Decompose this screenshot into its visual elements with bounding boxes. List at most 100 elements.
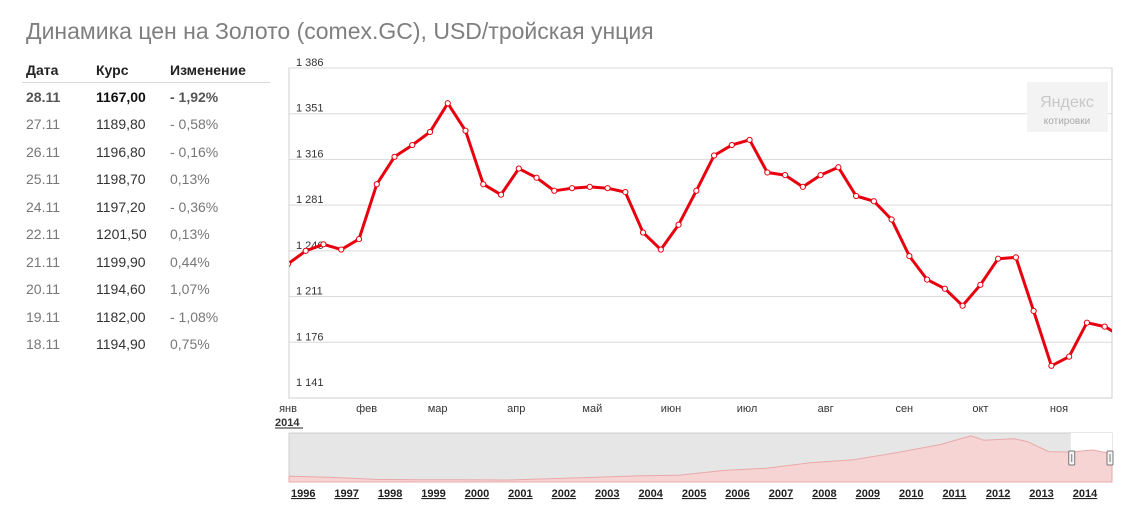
logo-name: Яндекс (1040, 94, 1094, 111)
navigator-year-label[interactable]: 2000 (465, 488, 489, 500)
data-point (835, 164, 842, 171)
data-point (764, 169, 771, 176)
x-tick-label: апр (507, 403, 525, 415)
data-point (906, 252, 913, 260)
navigator-year-label[interactable]: 2005 (682, 488, 706, 500)
y-axis-ticks: 1 141 1 176 1 211 1 246 1 281 1 316 1 351 1 386 (296, 57, 324, 389)
data-point (959, 302, 966, 309)
row-rate: 1189,80 (96, 116, 146, 133)
navigator-year-label[interactable]: 2002 (552, 488, 576, 500)
row-rate: 1167,00 (96, 88, 146, 105)
data-point (639, 229, 647, 236)
x-tick-label: фев (356, 403, 377, 415)
navigator-year-label[interactable]: 2008 (812, 488, 836, 500)
data-point (977, 281, 984, 288)
navigator-year-label[interactable]: 2014 (1073, 488, 1098, 500)
navigator-year-label[interactable]: 1999 (421, 488, 445, 500)
table-row: 28.11 1167,00 - 1,92% (22, 83, 270, 111)
x-tick-label: май (582, 403, 602, 415)
data-point (444, 100, 451, 107)
navigator-year-label[interactable]: 2001 (508, 488, 532, 500)
navigator-year-label[interactable]: 1997 (334, 488, 358, 500)
navigator-year-label[interactable]: 2011 (942, 488, 966, 500)
data-point (781, 172, 789, 179)
navigator-year-label[interactable]: 2006 (725, 488, 749, 500)
data-point (586, 183, 593, 190)
data-point (728, 141, 735, 149)
data-point (426, 128, 434, 136)
data-point (302, 247, 309, 254)
data-point (1048, 362, 1055, 369)
navigator-year-label[interactable]: 1996 (291, 488, 315, 500)
navigator-year-label[interactable]: 2004 (638, 488, 663, 500)
row-change: - 0,58% (170, 116, 219, 133)
row-date: 28.11 (26, 88, 61, 105)
data-point (1120, 334, 1125, 339)
data-point (817, 172, 824, 179)
header-rate: Курс (96, 58, 170, 83)
row-date: 18.11 (26, 336, 60, 353)
data-point (888, 216, 895, 223)
x-year-label: 2014 (275, 417, 300, 429)
plot-area (288, 67, 1113, 399)
yandex-logo: Яндекс котировки (1027, 82, 1108, 132)
data-point (675, 221, 682, 228)
navigator[interactable] (288, 432, 1114, 483)
logo-sub: котировки (1044, 116, 1090, 127)
table-row: 19.11 1182,00 - 1,08% (22, 303, 270, 331)
x-tick-label: июл (737, 403, 758, 415)
data-point (480, 181, 487, 188)
y-tick-label: 1 246 (296, 240, 324, 252)
navigator-year-label[interactable]: 2003 (595, 488, 619, 500)
y-tick-label: 1 176 (296, 331, 324, 343)
data-point (373, 181, 380, 188)
navigator-year-label[interactable]: 2013 (1029, 488, 1053, 500)
data-point (551, 187, 558, 194)
row-date: 25.11 (26, 171, 60, 188)
table-row: 20.11 1194,60 1,07% (22, 276, 270, 304)
table-row: 26.11 1196,80 - 0,16% (22, 138, 270, 166)
x-tick-label: ноя (1050, 403, 1068, 415)
row-change: 0,44% (170, 253, 210, 270)
data-point (799, 183, 806, 190)
row-change: 0,13% (170, 226, 210, 243)
main-grid (288, 67, 1113, 399)
row-rate: 1196,80 (96, 143, 146, 160)
row-change: - 1,92% (170, 88, 219, 105)
x-axis-ticks: янв фев мар апр май июн июл авг сен окт ноя 2014 (275, 403, 1068, 429)
y-tick-label: 1 211 (296, 286, 323, 298)
data-point (604, 185, 611, 192)
row-change: - 1,08% (170, 308, 219, 325)
data-point (853, 192, 860, 200)
data-point (391, 153, 398, 160)
row-date: 24.11 (26, 198, 60, 215)
navigator-year-label[interactable]: 2007 (769, 488, 793, 500)
x-tick-label: сен (895, 403, 913, 415)
navigator-year-label[interactable]: 2012 (986, 488, 1010, 500)
navigator-year-label[interactable]: 1998 (378, 488, 402, 500)
navigator-year-label[interactable]: 2010 (899, 488, 923, 500)
row-date: 27.11 (26, 116, 60, 133)
data-point (409, 141, 416, 149)
y-tick-label: 1 386 (296, 57, 324, 69)
row-date: 20.11 (26, 281, 60, 298)
data-point (657, 246, 664, 253)
row-change: 1,07% (170, 281, 210, 298)
table-row: 24.11 1197,20 - 0,36% (22, 193, 270, 221)
row-rate: 1197,20 (96, 198, 146, 215)
row-rate: 1198,70 (96, 171, 146, 188)
data-point (1030, 307, 1037, 315)
data-point (710, 152, 718, 159)
row-change: 0,13% (170, 171, 210, 188)
quotes-table: Дата Курс Изменение 28.11 1167,00 - 1,92… (22, 58, 270, 358)
row-date: 22.11 (26, 226, 60, 243)
data-point (462, 127, 469, 134)
row-date: 19.11 (26, 308, 60, 325)
y-tick-label: 1 316 (296, 148, 324, 160)
data-point (941, 285, 948, 292)
y-tick-label: 1 281 (296, 194, 324, 206)
data-point (355, 236, 363, 243)
navigator-year-label[interactable]: 2009 (856, 488, 880, 500)
header-change: Изменение (170, 58, 270, 83)
